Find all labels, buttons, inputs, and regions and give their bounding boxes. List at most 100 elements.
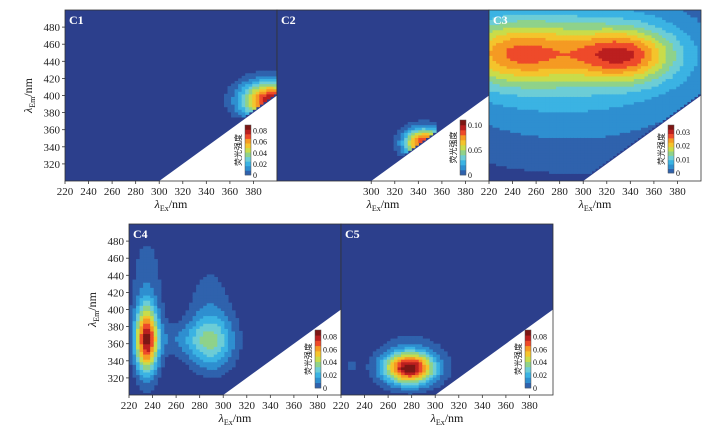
x-tick-label: 340 [474, 400, 491, 412]
x-tick-label: 260 [104, 186, 121, 198]
x-axis-label: λEx/nm [578, 197, 612, 213]
x-tick-label: 300 [215, 400, 232, 412]
colorbar: 0 0.01 0.02 0.03 荧光强度 [656, 124, 690, 178]
colorbar-tick-label: 0.02 [676, 142, 690, 151]
y-tick-label: 380 [44, 108, 61, 120]
x-tick-label: 340 [622, 186, 639, 198]
colorbar-tick-label: 0.02 [253, 160, 267, 169]
y-tick-label: 320 [108, 373, 125, 385]
x-tick-label: 340 [262, 400, 279, 412]
x-tick-label: 360 [498, 400, 515, 412]
colorbar-tick-label: 0.06 [253, 138, 267, 147]
colorbar-tick-label: 0.08 [323, 332, 337, 341]
scatter-mask [435, 309, 553, 395]
y-tick-label: 480 [108, 236, 125, 248]
x-tick-label: 320 [239, 400, 256, 412]
colorbar-tick-label: 0.08 [253, 127, 267, 136]
colorbar-tick-label: 0 [253, 171, 257, 180]
colorbar: 0 0.05 0.10 荧光强度 [448, 119, 482, 180]
x-tick-label: 380 [521, 400, 538, 412]
y-tick-label: 360 [44, 125, 61, 137]
x-tick-label: 320 [451, 400, 468, 412]
panel-c5: C5 220 240 260 280 300 320 340 360 380 λEx/nm 0 0.02… [333, 223, 554, 427]
colorbar-tick-label: 0 [676, 169, 680, 178]
scatter-mask [371, 95, 489, 181]
colorbar-tick-label: 0.08 [533, 332, 547, 341]
colorbar-tick-label: 0.10 [468, 121, 482, 130]
panel-c3: C3 220 240 260 280 300 320 340 360 380 λEx/nm 0 0.01… [481, 9, 702, 213]
y-tick-label: 420 [44, 73, 61, 85]
colorbar-tick-label: 0.02 [323, 371, 337, 380]
x-tick-label: 380 [669, 186, 686, 198]
contour-field [489, 10, 701, 174]
x-tick-label: 300 [575, 186, 592, 198]
colorbar-title: 荧光强度 [513, 343, 523, 375]
colorbar-tick-label: 0.02 [533, 371, 547, 380]
x-tick-label: 240 [504, 186, 521, 198]
contour-field [348, 336, 452, 395]
x-tick-label: 300 [151, 186, 168, 198]
colorbar-tick-label: 0.06 [323, 345, 337, 354]
colorbar: 0 0.02 0.04 0.06 0.08 荧光强度 [303, 329, 337, 393]
panel-label: C5 [345, 227, 360, 241]
colorbar-tick-label: 0 [533, 384, 537, 393]
y-tick-label: 380 [108, 322, 125, 334]
x-tick-label: 220 [481, 186, 498, 198]
colorbar: 0 0.02 0.04 0.06 0.08 荧光强度 [233, 124, 267, 180]
colorbar-title: 荧光强度 [448, 132, 458, 164]
colorbar-title: 荧光强度 [303, 343, 313, 375]
x-tick-label: 360 [434, 186, 451, 198]
contour-field [393, 119, 437, 156]
x-tick-label: 220 [57, 186, 74, 198]
panel-label: C4 [133, 227, 148, 241]
colorbar-tick-label: 0.03 [676, 128, 690, 137]
x-tick-label: 240 [144, 400, 161, 412]
colorbar: 0 0.02 0.04 0.06 0.08 荧光强度 [513, 329, 547, 393]
y-tick-label: 440 [108, 270, 125, 282]
x-tick-label: 340 [198, 186, 215, 198]
x-tick-label: 340 [410, 186, 427, 198]
x-tick-label: 220 [333, 400, 350, 412]
y-tick-label: 400 [44, 91, 61, 103]
x-axis-label: λEx/nm [154, 197, 188, 213]
x-tick-label: 240 [80, 186, 97, 198]
x-tick-label: 260 [528, 186, 545, 198]
colorbar-tick-label: 0.04 [323, 358, 337, 367]
plot-frame [488, 9, 702, 182]
colorbar-tick-label: 0.05 [468, 146, 482, 155]
x-tick-label: 360 [646, 186, 663, 198]
colorbar-tick-label: 0.06 [533, 345, 547, 354]
y-tick-label: 440 [44, 56, 61, 68]
y-tick-label: 340 [108, 356, 125, 368]
x-tick-label: 260 [380, 400, 397, 412]
x-tick-label: 300 [363, 186, 380, 198]
contour-field [224, 70, 277, 118]
x-tick-label: 380 [309, 400, 326, 412]
x-tick-label: 280 [127, 186, 144, 198]
y-tick-label: 460 [44, 39, 61, 51]
y-tick-label: 480 [44, 22, 61, 34]
x-tick-label: 280 [191, 400, 208, 412]
x-tick-label: 220 [121, 400, 138, 412]
colorbar-tick-label: 0 [468, 171, 472, 180]
panel-label: C3 [493, 13, 508, 27]
colorbar-title: 荧光强度 [656, 133, 666, 165]
x-tick-label: 360 [286, 400, 303, 412]
x-tick-label: 300 [427, 400, 444, 412]
y-tick-label: 360 [108, 339, 125, 351]
colorbar-tick-label: 0.01 [676, 155, 690, 164]
y-tick-label: 420 [108, 287, 125, 299]
scatter-mask [223, 309, 341, 395]
x-tick-label: 280 [403, 400, 420, 412]
y-tick-label: 340 [44, 142, 61, 154]
x-tick-label: 260 [168, 400, 185, 412]
x-axis-label: λEx/nm [430, 411, 464, 427]
y-tick-label: 320 [44, 159, 61, 171]
y-axis-label: λEm/nm [21, 77, 37, 114]
panel-c2: C2 300 320 340 360 380 λEx/nm 0 0.05 0.10 荧光强度 [276, 9, 490, 213]
y-tick-label: 460 [108, 253, 125, 265]
y-axis-label: λEm/nm [85, 291, 101, 328]
colorbar-tick-label: 0 [323, 384, 327, 393]
panel-label: C1 [69, 13, 84, 27]
